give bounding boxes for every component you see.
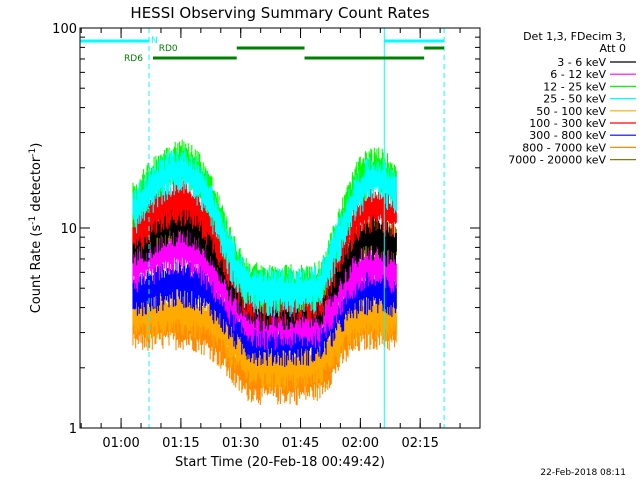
legend-item-100-300-kev: 100 - 300 keV	[529, 117, 636, 130]
legend-label: 7000 - 20000 keV	[508, 154, 606, 167]
x-tick-label: 01:45	[282, 436, 319, 451]
x-tick-label: 01:15	[162, 436, 199, 451]
x-tick-label: 01:30	[222, 436, 259, 451]
y-tick-label: 10	[60, 222, 77, 237]
legend-item-6-12-kev: 6 - 12 keV	[550, 68, 636, 81]
legend-header-line-1: Det 1,3, FDecim 3,	[523, 30, 626, 43]
legend-item-3-6-kev: 3 - 6 keV	[557, 56, 636, 69]
x-axis: 01:00 01:15 01:30 01:45 02:00 02:15	[80, 28, 481, 451]
time-markers	[148, 28, 445, 428]
y-tick-label: 1	[69, 422, 77, 437]
legend-item-800-7000-kev: 800 - 7000 keV	[522, 141, 636, 154]
legend-label: 800 - 7000 keV	[522, 141, 606, 154]
legend-label: 300 - 800 keV	[529, 129, 606, 142]
legend-item-300-800-kev: 300 - 800 keV	[529, 129, 636, 142]
series-300-800-kev	[132, 259, 397, 367]
series-trace-300-800-kev	[132, 259, 397, 367]
chart-title: HESSI Observing Summary Count Rates	[130, 4, 429, 22]
x-axis-label: Start Time (20-Feb-18 00:49:42)	[175, 455, 385, 470]
timestamp: 22-Feb-2018 08:11	[540, 468, 626, 478]
x-tick-label: 01:00	[102, 436, 139, 451]
plot-data-area	[132, 139, 397, 406]
series-25-50-kev	[132, 147, 397, 317]
legend-label: 50 - 100 keV	[536, 105, 606, 118]
legend-label: 3 - 6 keV	[557, 56, 606, 69]
y-axis-label: Count Rate (s-1 detector-1)	[28, 143, 44, 314]
flag-label-n: N	[151, 36, 158, 46]
legend-item-12-25-kev: 12 - 25 keV	[543, 80, 636, 93]
legend-item-7000-20000-kev: 7000 - 20000 keV	[508, 154, 636, 167]
x-tick-label: 02:00	[342, 436, 379, 451]
x-tick-label: 02:15	[401, 436, 438, 451]
legend-header-line-2: Att 0	[600, 42, 626, 55]
legend-item-50-100-kev: 50 - 100 keV	[536, 105, 636, 118]
legend-label: 6 - 12 keV	[550, 68, 606, 81]
legend-label: 100 - 300 keV	[529, 117, 606, 130]
flag-label-rd6: RD6	[124, 54, 143, 64]
legend-label: 25 - 50 keV	[543, 93, 606, 106]
series-trace-25-50-kev	[132, 147, 397, 317]
legend-label: 12 - 25 keV	[543, 80, 606, 93]
y-axis: 1 10 100	[52, 22, 480, 437]
legend-item-25-50-kev: 25 - 50 keV	[543, 93, 636, 106]
y-tick-label: 100	[52, 22, 77, 37]
flag-label-rd0: RD0	[159, 44, 178, 54]
